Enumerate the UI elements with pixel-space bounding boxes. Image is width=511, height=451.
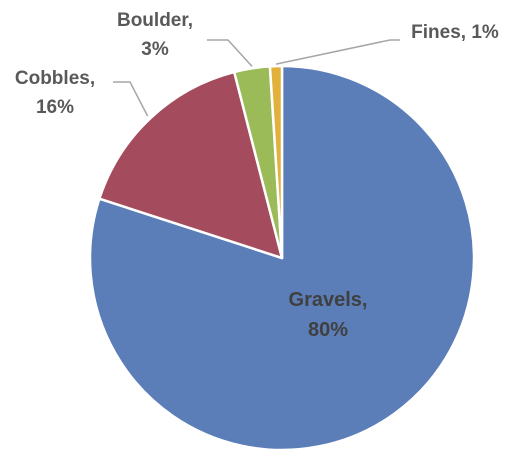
pie-slices	[88, 64, 476, 451]
data-label-boulder-value: 3%	[141, 39, 169, 60]
pie-slice-cobbles	[98, 70, 284, 260]
leader-line-boulder	[207, 39, 253, 67]
data-label-gravels-name: Gravels,	[289, 289, 368, 311]
leader-line-cobbles	[113, 81, 149, 117]
pie-slice-fines	[268, 64, 284, 260]
leader-line-fines	[275, 39, 400, 65]
leader-lines	[113, 39, 400, 117]
data-label-cobbles-name: Cobbles,	[15, 68, 95, 89]
data-label-boulder-name: Boulder,	[117, 10, 193, 31]
data-label-gravels-value: 80%	[308, 319, 348, 341]
data-label-cobbles-value: 16%	[36, 97, 74, 118]
data-label-fines: Fines, 1%	[411, 22, 499, 43]
